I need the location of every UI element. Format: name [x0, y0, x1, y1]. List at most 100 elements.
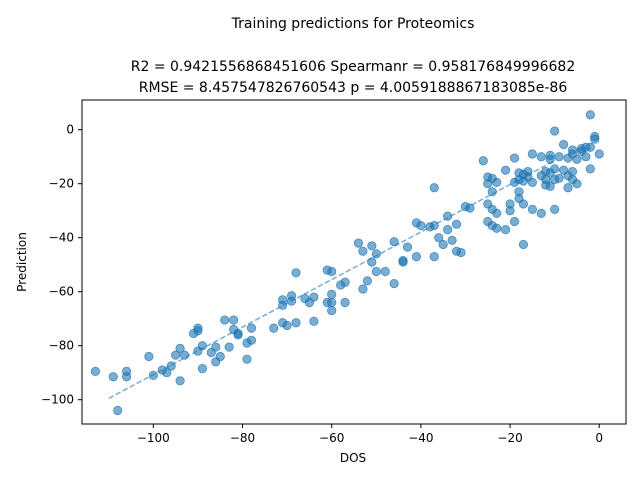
- data-point: [585, 142, 595, 152]
- x-tick-label: −20: [497, 431, 522, 445]
- data-point: [389, 278, 399, 289]
- data-point: [269, 323, 279, 333]
- data-point: [585, 110, 595, 120]
- data-point: [536, 152, 546, 162]
- data-point: [398, 257, 408, 267]
- data-point: [389, 237, 399, 247]
- data-point: [434, 233, 444, 243]
- data-point: [443, 211, 453, 221]
- data-point: [429, 252, 439, 262]
- data-point: [362, 276, 372, 286]
- data-point: [367, 257, 377, 267]
- x-tick-label: −100: [137, 431, 170, 445]
- data-point: [371, 266, 381, 277]
- data-point: [291, 268, 301, 278]
- data-point: [456, 247, 466, 258]
- data-point: [340, 277, 350, 287]
- data-point: [429, 183, 439, 193]
- data-point: [402, 242, 413, 252]
- data-point: [282, 320, 292, 331]
- data-point: [197, 364, 207, 374]
- data-point: [327, 305, 337, 316]
- data-point: [492, 223, 502, 233]
- data-point: [171, 350, 181, 360]
- chart-title-line1: R2 = 0.9421556868451606 Spearmanr = 0.95…: [131, 59, 576, 75]
- plot-area-frame: [81, 99, 627, 425]
- data-point: [162, 368, 172, 378]
- data-point: [518, 199, 529, 209]
- data-point: [518, 239, 529, 250]
- data-point: [550, 164, 560, 174]
- chart-suptitle: Training predictions for Proteomics: [231, 16, 475, 32]
- data-point: [278, 300, 288, 310]
- data-point: [371, 249, 381, 259]
- data-point: [220, 315, 230, 325]
- data-point: [353, 238, 364, 248]
- data-point: [121, 372, 132, 382]
- data-point: [166, 361, 176, 371]
- data-point: [451, 219, 462, 229]
- x-tick-label: 0: [595, 431, 603, 445]
- data-point: [175, 343, 185, 353]
- data-point: [545, 154, 555, 164]
- data-point: [447, 235, 457, 245]
- data-point: [478, 156, 488, 166]
- data-point: [501, 225, 511, 235]
- data-point: [594, 149, 604, 159]
- data-point: [585, 164, 595, 174]
- data-point: [148, 370, 158, 380]
- data-point: [224, 342, 234, 352]
- data-point: [438, 239, 448, 250]
- data-point: [527, 204, 537, 214]
- x-axis-ticks: −100 −80 −60 −40 −20 0: [137, 424, 603, 445]
- data-point: [536, 208, 546, 218]
- data-point: [246, 335, 257, 345]
- data-point: [233, 330, 243, 340]
- data-point: [90, 366, 100, 376]
- x-axis-label: DOS: [340, 451, 366, 465]
- data-point: [492, 177, 502, 187]
- data-point: [229, 315, 239, 325]
- data-point: [286, 296, 297, 306]
- data-point: [327, 289, 337, 299]
- data-point: [416, 220, 426, 231]
- data-point: [563, 183, 573, 193]
- data-point: [550, 204, 560, 214]
- data-point: [492, 208, 502, 218]
- y-tick-label: 0: [66, 123, 74, 137]
- data-point: [572, 154, 582, 164]
- data-point: [554, 173, 564, 183]
- data-point: [581, 152, 591, 162]
- y-tick-label: −40: [49, 231, 74, 245]
- data-point: [505, 206, 515, 216]
- y-tick-label: −60: [49, 285, 74, 299]
- y-tick-label: −80: [49, 339, 74, 353]
- data-point: [144, 351, 154, 362]
- data-point: [572, 179, 582, 189]
- data-point: [179, 350, 190, 360]
- data-point: [291, 318, 301, 328]
- y-axis-ticks: −100 −80 −60 −40 −20 0: [41, 123, 82, 407]
- data-point: [327, 266, 337, 277]
- data-points-layer: [90, 110, 604, 416]
- x-tick-label: −80: [230, 431, 255, 445]
- data-point: [197, 341, 207, 351]
- data-point: [175, 376, 185, 386]
- data-point: [358, 246, 368, 256]
- data-point: [545, 181, 555, 191]
- data-point: [509, 153, 520, 163]
- data-point: [358, 284, 368, 294]
- data-point: [380, 266, 390, 277]
- data-point: [108, 372, 118, 382]
- data-point: [211, 342, 221, 352]
- data-point: [554, 152, 564, 162]
- data-point: [193, 326, 203, 336]
- y-axis-label: Prediction: [15, 232, 29, 292]
- data-point: [113, 405, 123, 416]
- data-point: [527, 177, 537, 187]
- data-point: [550, 126, 560, 136]
- data-point: [429, 220, 439, 231]
- data-point: [246, 323, 257, 333]
